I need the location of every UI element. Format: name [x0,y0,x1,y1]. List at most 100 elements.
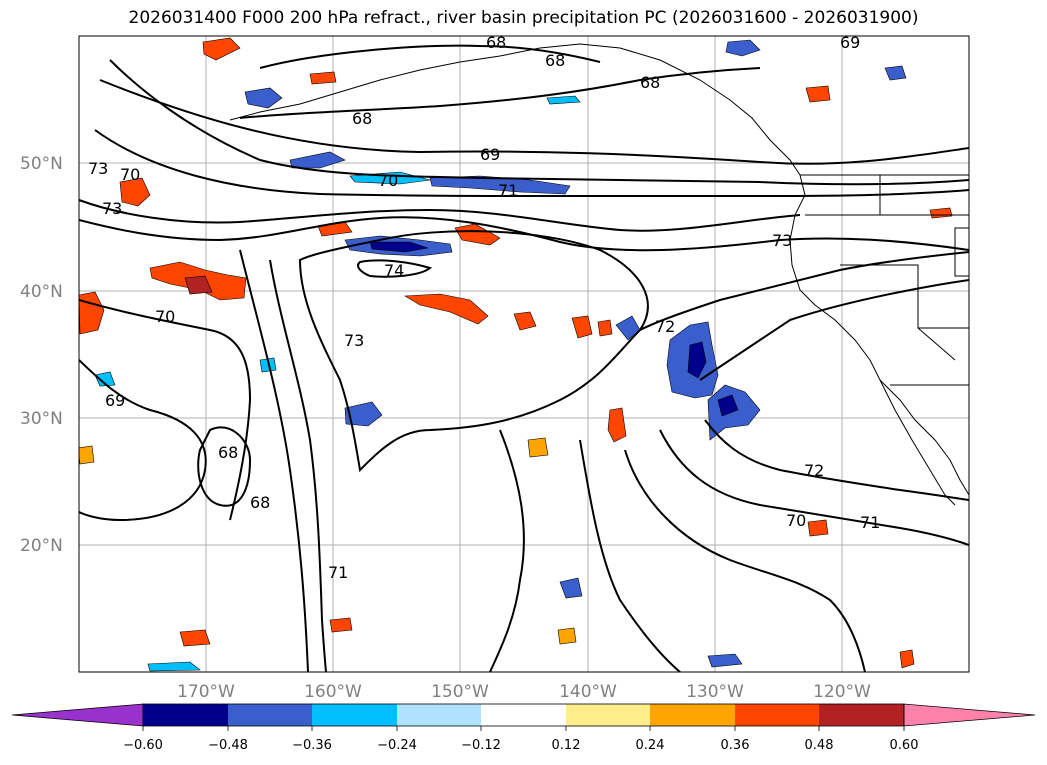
region-box [954,227,969,277]
state-border-ca-nv [840,264,969,329]
colorbar-segment [481,704,566,726]
contour-68-north [259,44,601,69]
colorbar: −0.60 −0.48 −0.36 −0.24 −0.12 0.12 0.24 … [11,703,1036,753]
colorbar-segment [397,704,481,726]
precip-pos-blob [79,445,95,465]
contour-label: 70 [155,307,175,326]
contour-72-ring [269,259,327,672]
map-frame [78,35,970,673]
contour-label: 68 [640,73,660,92]
colorbar-tick-labels: −0.60 −0.48 −0.36 −0.24 −0.12 0.12 0.24 … [123,738,918,753]
contour-label: 72 [655,317,675,336]
precip-neg-blob [369,241,429,253]
precip-neg-blob [559,577,583,599]
colorbar-frame [142,703,905,727]
colorbar-ticks [142,726,905,731]
colorbar-segment [143,704,228,726]
precip-pos-blob [202,37,241,61]
contour-69-north [99,79,969,165]
contour-label: 73 [102,199,122,218]
map-title: 2026031400 F000 200 hPa refract., river … [128,8,919,28]
colorbar-tick-label: 0.60 [890,738,919,753]
contour-70 [109,59,969,186]
state-border-nv-az [917,327,956,361]
colorbar-segment [819,704,904,726]
colorbar-tick-label: −0.60 [123,738,163,753]
contour-73-north [79,216,969,252]
lat-label-20n: 20°N [20,536,63,556]
colorbar-tick-label: −0.36 [292,738,332,753]
colorbar-tick-label: −0.24 [377,738,417,753]
contour-71-south [659,429,969,546]
precip-pos-blob [513,311,537,331]
contour-73-ring [298,230,649,473]
contour-74 [357,259,433,278]
contour-label: 71 [860,513,880,532]
lon-label-140w: 140°W [559,682,617,702]
colorbar-segment [312,704,397,726]
alaska-coastline [229,43,801,176]
contour-70-west [79,299,252,521]
precip-pos-blob [597,319,613,337]
lon-label-170w: 170°W [177,682,235,702]
precip-pos-blob [557,627,577,645]
contour-69-west [79,359,207,522]
precip-neg-blob [344,401,383,427]
colorbar-segment [650,704,735,726]
lon-label-150w: 150°W [431,682,489,702]
precipitation-shading [79,37,953,672]
colorbar-extend-max [903,703,1036,727]
precip-pos-blob [179,629,211,647]
contour-71-southwest [579,439,681,672]
contour-68-b [239,67,761,119]
colorbar-segment [566,704,650,726]
colorbar-tick-label: 0.48 [805,738,834,753]
contour-label: 68 [545,51,565,70]
lat-label-40n: 40°N [20,282,63,302]
refractivity-contours [79,44,969,672]
contour-label: 73 [772,231,792,250]
map-plot-area: 68 68 68 68 68 68 69 69 69 70 70 70 70 7… [78,33,970,673]
precip-neg-blob [147,661,201,672]
lon-label-160w: 160°W [304,682,362,702]
lon-label-120w: 120°W [813,682,871,702]
contour-label: 70 [120,165,140,184]
colorbar-tick-label: 0.12 [552,738,581,753]
precip-neg-blob [884,65,907,81]
north-america-west-coast [789,174,969,496]
contour-labels: 68 68 68 68 68 68 69 69 69 70 70 70 70 7… [88,33,880,582]
contour-72-east [639,251,969,331]
precip-pos-blob [807,519,829,537]
precip-pos-blob [309,71,337,85]
lat-label-30n: 30°N [20,409,63,429]
contour-label: 68 [352,109,372,128]
contour-label: 74 [384,261,404,280]
map-background [79,36,969,672]
colorbar-segment [735,704,819,726]
longitude-labels: 170°W 160°W 150°W 140°W 130°W 120°W [177,682,871,702]
contour-72-south [704,419,969,501]
colorbar-tick-label: −0.12 [461,738,501,753]
contour-label: 68 [250,493,270,512]
contour-label: 69 [840,33,860,52]
contour-73-east [699,279,969,381]
precip-neg-blob [94,371,116,387]
precip-pos-blob [329,617,353,633]
contour-68-sw [197,426,252,507]
precip-neg-blob [717,394,739,417]
precip-pos-blob [899,649,915,669]
colorbar-tick-label: 0.24 [636,738,665,753]
precip-pos-blob [805,85,831,103]
precip-pos-blob [404,293,489,325]
contour-71-ring [239,249,309,672]
colorbar-tick-label: −0.48 [208,738,248,753]
contour-label: 71 [328,563,348,582]
contour-label: 72 [804,461,824,480]
contour-72-north [79,199,801,232]
precip-neg-blob [546,95,581,105]
latitude-labels: 20°N 30°N 40°N 50°N [20,154,63,556]
contour-label: 69 [105,391,125,410]
precip-neg-blob [725,39,761,57]
precip-pos-blob [454,223,501,246]
